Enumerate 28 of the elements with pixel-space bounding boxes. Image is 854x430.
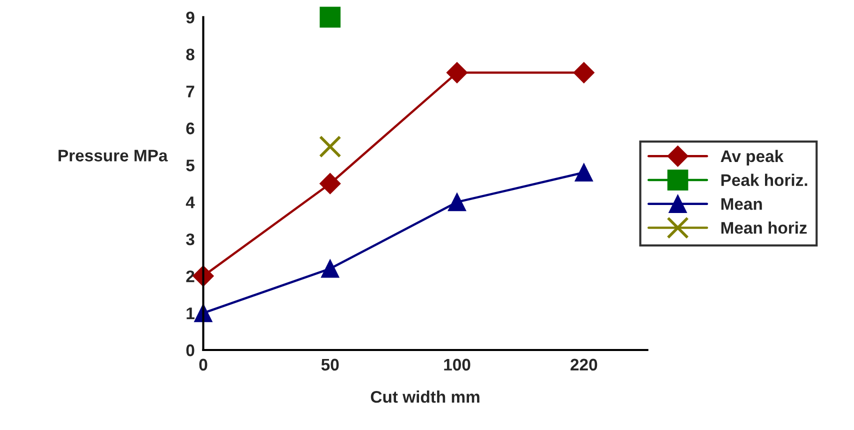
legend-label: Mean horiz — [721, 222, 807, 234]
legend-label: Peak horiz. — [721, 174, 808, 186]
y-tick-label: 0 — [186, 344, 194, 356]
point — [573, 62, 594, 84]
point — [320, 6, 341, 28]
y-tick-label: 3 — [186, 233, 194, 246]
x-axis-title: Cut width mm — [370, 390, 480, 403]
x-tick-label: 100 — [444, 358, 470, 371]
x-tick-label: 50 — [321, 358, 339, 371]
point — [446, 62, 468, 84]
y-axis-title: Pressure MPa — [58, 150, 168, 162]
y-tick-label: 7 — [186, 86, 194, 98]
point — [320, 173, 341, 194]
y-tick-label: 8 — [186, 48, 194, 60]
y-tick-label: 1 — [186, 308, 194, 320]
point — [321, 260, 340, 278]
y-tick-label: 5 — [186, 160, 194, 172]
y-tick-label: 6 — [186, 122, 194, 134]
legend-label: Av peak — [720, 150, 784, 166]
x-tick-label: 0 — [199, 358, 208, 371]
y-tick-label: 9 — [186, 12, 194, 24]
point — [319, 136, 342, 158]
point — [574, 163, 593, 182]
y-tick-label: 2 — [186, 270, 194, 282]
legend-label: Mean — [721, 198, 762, 210]
y-tick-label: 4 — [186, 196, 195, 208]
x-tick-label: 220 — [570, 358, 598, 371]
point — [448, 193, 466, 212]
